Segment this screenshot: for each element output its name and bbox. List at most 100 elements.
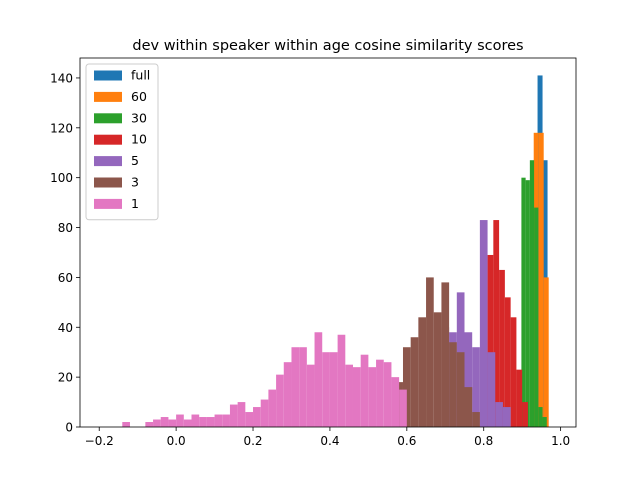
bar-3-4 <box>426 277 434 427</box>
x-tick-label: 0.2 <box>243 434 262 448</box>
bar-1-2 <box>153 419 161 427</box>
bar-10-3 <box>499 269 505 427</box>
bar-3-6 <box>441 282 450 427</box>
bar-1-6 <box>183 419 192 427</box>
bar-1-18 <box>276 374 284 427</box>
bar-30-6 <box>542 417 547 427</box>
bar-30-4 <box>534 207 539 427</box>
legend-label-5: 5 <box>131 153 139 168</box>
bar-60-2 <box>543 277 549 427</box>
bar-60-1 <box>538 132 544 428</box>
bar-1-28 <box>352 367 361 427</box>
bar-1-4 <box>168 419 177 427</box>
y-tick-label: 140 <box>50 71 73 85</box>
legend-label-3: 3 <box>131 175 139 190</box>
bar-3-1 <box>402 347 411 427</box>
legend-swatch-full <box>94 70 122 81</box>
y-axis-ticks: 0 20 40 60 80 100 120 140 <box>50 71 80 435</box>
bar-1-20 <box>291 347 300 427</box>
bar-30-3 <box>529 160 535 427</box>
bar-10-4 <box>504 297 511 427</box>
bar-1-16 <box>260 399 269 427</box>
bar-1-9 <box>206 417 215 427</box>
legend-swatch-60 <box>94 91 122 102</box>
axes-frame <box>79 57 577 428</box>
x-tick-label: 0.6 <box>397 434 416 448</box>
bar-1-33 <box>391 377 400 427</box>
bar-10-5 <box>510 317 517 427</box>
bar-1-11 <box>222 414 230 427</box>
bar-3-3 <box>418 317 427 427</box>
bar-3-8 <box>456 352 465 427</box>
bar-30-1 <box>521 177 526 427</box>
bar-1-23 <box>314 332 323 427</box>
legend-swatch-30 <box>94 113 122 124</box>
bar-1-27 <box>345 364 353 427</box>
bar-1-12 <box>229 404 238 427</box>
bar-1-10 <box>214 414 223 427</box>
bar-10-2 <box>493 220 500 427</box>
bar-3-5 <box>433 312 442 427</box>
y-tick-label: 40 <box>58 321 73 335</box>
bar-1-29 <box>360 354 369 427</box>
bar-1-5 <box>176 414 184 427</box>
legend-label-full: full <box>131 68 150 83</box>
bar-1-1 <box>145 422 154 427</box>
legend-swatch-1 <box>94 198 122 209</box>
legend-label-1: 1 <box>131 196 139 211</box>
legend-label-60: 60 <box>131 89 147 104</box>
bar-1-19 <box>283 362 292 427</box>
bar-5-8 <box>502 407 511 427</box>
bar-10-7 <box>522 402 528 427</box>
bar-3-10 <box>472 412 480 427</box>
legend: full 60 30 10 5 3 1 <box>85 63 159 221</box>
bar-5-4 <box>472 347 480 427</box>
bar-5-3 <box>464 332 473 427</box>
bar-5-6 <box>487 352 496 427</box>
bar-3-7 <box>449 342 457 427</box>
bar-1-26 <box>337 334 346 427</box>
bar-1-32 <box>383 362 392 427</box>
bar-30-5 <box>538 407 543 427</box>
bar-30-2 <box>525 180 530 427</box>
bar-10-6 <box>516 369 523 427</box>
y-tick-label: 60 <box>58 271 73 285</box>
bar-1-22 <box>306 364 315 427</box>
bar-1-13 <box>237 402 246 427</box>
bar-1-17 <box>268 389 277 427</box>
bar-1-24 <box>322 352 330 427</box>
x-tick-label: 0.8 <box>474 434 493 448</box>
bar-1-15 <box>253 407 261 427</box>
bar-5-7 <box>495 402 503 427</box>
y-tick-label: 100 <box>50 171 73 185</box>
bar-1-30 <box>368 367 377 427</box>
legend-swatch-3 <box>94 177 122 188</box>
legend-swatch-10 <box>94 134 122 145</box>
bar-1-21 <box>299 347 307 427</box>
legend-label-30: 30 <box>131 110 147 125</box>
legend-label-10: 10 <box>131 132 147 147</box>
y-tick-label: 80 <box>58 221 73 235</box>
chart-title: dev within speaker within age cosine sim… <box>132 38 523 54</box>
bar-3-2 <box>410 337 419 427</box>
y-tick-label: 120 <box>50 121 73 135</box>
bar-1-25 <box>329 352 338 427</box>
x-tick-label: 0.0 <box>167 434 186 448</box>
bar-1-31 <box>376 359 384 427</box>
y-tick-label: 20 <box>58 371 73 385</box>
y-tick-label: 0 <box>65 421 73 435</box>
bar-1-34 <box>399 389 407 427</box>
histogram-bars <box>122 75 549 428</box>
bar-1-0 <box>122 422 130 427</box>
bar-1-8 <box>199 417 207 427</box>
bar-1-3 <box>160 417 169 427</box>
legend-swatch-5 <box>94 156 122 167</box>
bar-5-5 <box>479 220 488 427</box>
bar-1-14 <box>245 412 254 427</box>
x-tick-label: −0.2 <box>85 434 114 448</box>
x-tick-label: 1.0 <box>551 434 570 448</box>
bar-10-1 <box>487 254 494 427</box>
x-tick-label: 0.4 <box>320 434 339 448</box>
bar-3-9 <box>464 387 473 427</box>
